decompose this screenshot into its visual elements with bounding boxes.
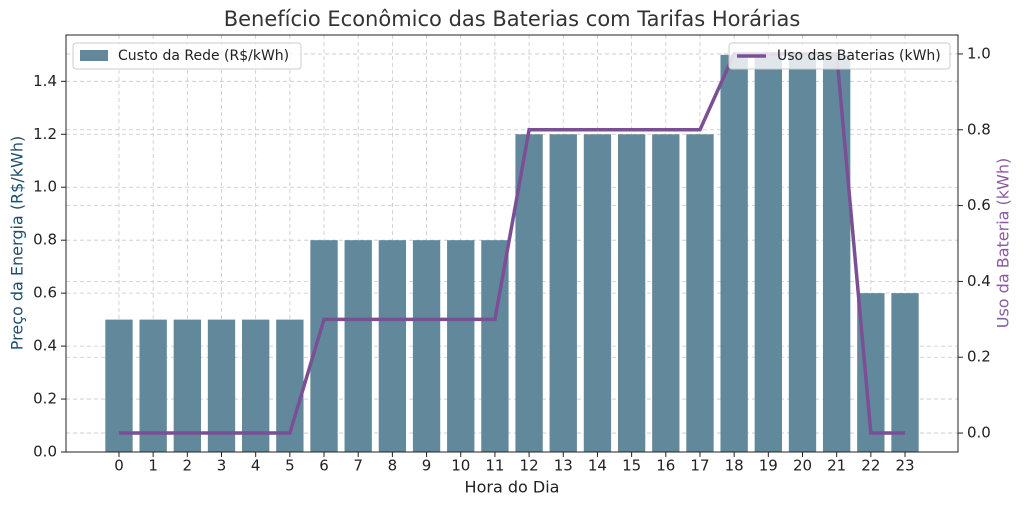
bar: [788, 54, 817, 452]
y2-tick-label: 0.4: [967, 272, 991, 290]
x-tick-label: 11: [485, 457, 504, 475]
x-tick-label: 17: [690, 457, 709, 475]
x-tick-label: 3: [217, 457, 227, 475]
x-tick-label: 15: [622, 457, 641, 475]
legend-box: [728, 42, 951, 70]
y2-tick-label: 0.2: [967, 348, 991, 366]
legend-label: Custo da Rede (R$/kWh): [118, 48, 289, 64]
y-tick-label: 1.2: [33, 125, 57, 143]
x-tick-label: 18: [725, 457, 744, 475]
y-tick-label: 0.0: [33, 443, 57, 461]
bar: [378, 240, 407, 452]
y-tick-label: 1.4: [33, 72, 57, 90]
x-tick-label: 10: [451, 457, 470, 475]
bar: [823, 54, 851, 452]
bar: [652, 134, 680, 453]
x-tick-label: 6: [319, 457, 329, 475]
y-tick-label: 1.0: [33, 178, 57, 196]
x-axis-label: Hora do Dia: [465, 478, 560, 497]
bar: [105, 319, 133, 452]
line: [118, 52, 906, 435]
bar: [686, 134, 714, 453]
y-axis-label: Preço da Energia (R$/kWh): [8, 136, 27, 350]
y2-tick-label: 1.0: [967, 44, 991, 62]
x-tick-label: 7: [353, 457, 363, 475]
x-tick-label: 0: [114, 457, 124, 475]
x-tick-label: 12: [520, 457, 539, 475]
x-tick-label: 22: [861, 457, 880, 475]
bar: [344, 240, 372, 452]
legend-swatch: [80, 50, 108, 61]
bar: [617, 134, 646, 453]
bar: [583, 134, 612, 453]
y2-tick-label: 0.8: [967, 120, 991, 138]
x-tick-label: 8: [388, 457, 398, 475]
bar: [447, 240, 475, 452]
y2-tick-label: 0.0: [967, 424, 991, 442]
bar: [412, 240, 441, 452]
legend-box: [72, 42, 302, 70]
bar: [720, 54, 748, 452]
x-tick-label: 19: [759, 457, 778, 475]
x-tick-label: 5: [285, 457, 295, 475]
x-tick-label: 16: [656, 457, 675, 475]
x-tick-label: 13: [554, 457, 573, 475]
bar: [139, 319, 167, 452]
y-tick-label: 0.2: [33, 390, 57, 408]
y-tick-label: 0.6: [33, 284, 57, 302]
y2-axis-label: Uso da Bateria (kWh): [994, 158, 1013, 329]
x-tick-label: 4: [251, 457, 261, 475]
x-tick-label: 23: [895, 457, 914, 475]
axes-frame: [65, 34, 959, 453]
x-tick-label: 21: [827, 457, 846, 475]
x-tick-label: 1: [148, 457, 158, 475]
bar: [173, 319, 201, 452]
bar: [754, 54, 782, 452]
x-tick-label: 2: [183, 457, 193, 475]
bar: [891, 293, 919, 452]
y-tick-label: 0.4: [33, 337, 57, 355]
chart-title: Benefício Econômico das Baterias com Tar…: [224, 7, 801, 31]
bar: [207, 319, 236, 452]
bar: [242, 319, 270, 452]
legend-label: Uso das Baterias (kWh): [777, 48, 941, 64]
x-tick-label: 9: [422, 457, 432, 475]
x-tick-label: 14: [588, 457, 607, 475]
x-tick-label: 20: [793, 457, 812, 475]
y2-tick-label: 0.6: [967, 196, 991, 214]
y-tick-label: 0.8: [33, 231, 57, 249]
bar: [549, 134, 577, 453]
